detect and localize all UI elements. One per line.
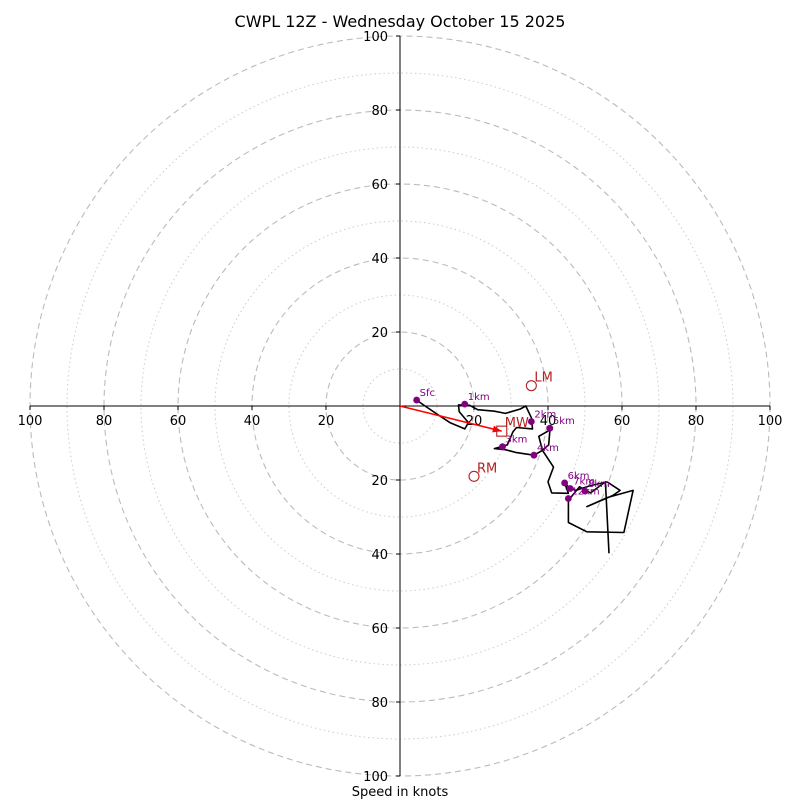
tick-label-x-neg: 60 (170, 414, 187, 429)
tick-label-x-neg: 40 (244, 414, 261, 429)
tick-label-x-pos: 60 (614, 414, 631, 429)
altitude-marker-label: 8km (588, 479, 610, 490)
tick-label-x-pos: 80 (688, 414, 705, 429)
altitude-marker (530, 451, 538, 459)
hodograph-trace (416, 399, 634, 554)
tick-label-y-neg: 100 (363, 770, 388, 785)
chart-title: CWPL 12Z - Wednesday October 15 2025 (235, 12, 566, 31)
altitude-marker (566, 485, 574, 492)
altitude-marker (527, 418, 535, 425)
altitude-marker (564, 495, 572, 502)
shear-vector-line (399, 405, 502, 432)
altitude-marker (581, 487, 589, 495)
altitude-marker-label: 7km (573, 477, 595, 488)
altitude-marker-label: 6km (568, 471, 590, 482)
tick-label-y-pos: 100 (363, 30, 388, 45)
altitude-marker (561, 479, 569, 487)
storm-motion-marker-square (496, 425, 508, 437)
altitude-marker-label: 2km (534, 410, 556, 421)
altitude-marker (499, 443, 506, 451)
tick-label-y-pos: 40 (371, 252, 388, 267)
tick-label-y-pos: 20 (371, 326, 388, 341)
tick-label-x-pos: 40 (540, 414, 557, 429)
tick-label-y-neg: 80 (371, 696, 388, 711)
tick-label-y-neg: 60 (371, 622, 388, 637)
altitude-marker-label: 5km (553, 416, 575, 427)
axis-tick-labels: 2020202040404040606060608080808010010010… (18, 30, 783, 785)
altitude-marker-label: 4km (537, 443, 559, 454)
altitude-marker-label: 12km (571, 487, 599, 498)
tick-label-x-neg: 80 (96, 414, 113, 429)
x-axis-label: Speed in knots (352, 785, 449, 800)
hodograph-trace-group (416, 399, 634, 554)
storm-motion-label: RM (477, 461, 497, 476)
tick-label-y-neg: 40 (371, 548, 388, 563)
storm-motion-marker-circle (525, 380, 537, 392)
storm-motion-marker-circle (468, 470, 480, 482)
altitude-marker-label: Sfc (420, 388, 435, 399)
tick-label-x-pos: 100 (758, 414, 783, 429)
altitude-marker (546, 424, 554, 432)
storm-motion-markers: LM RM MW (468, 371, 553, 482)
altitude-marker-label: 1km (468, 392, 490, 403)
tick-label-y-neg: 20 (371, 474, 388, 489)
tick-label-y-pos: 60 (371, 178, 388, 193)
altitude-marker (413, 396, 421, 404)
altitude-marker (461, 400, 469, 408)
storm-motion-label: LM (534, 371, 552, 386)
storm-motion-label: MW (505, 416, 529, 431)
altitude-marker-label: 3km (505, 435, 527, 446)
tick-label-x-neg: 20 (318, 414, 335, 429)
tick-label-x-neg: 100 (18, 414, 43, 429)
tick-label-y-pos: 80 (371, 104, 388, 119)
